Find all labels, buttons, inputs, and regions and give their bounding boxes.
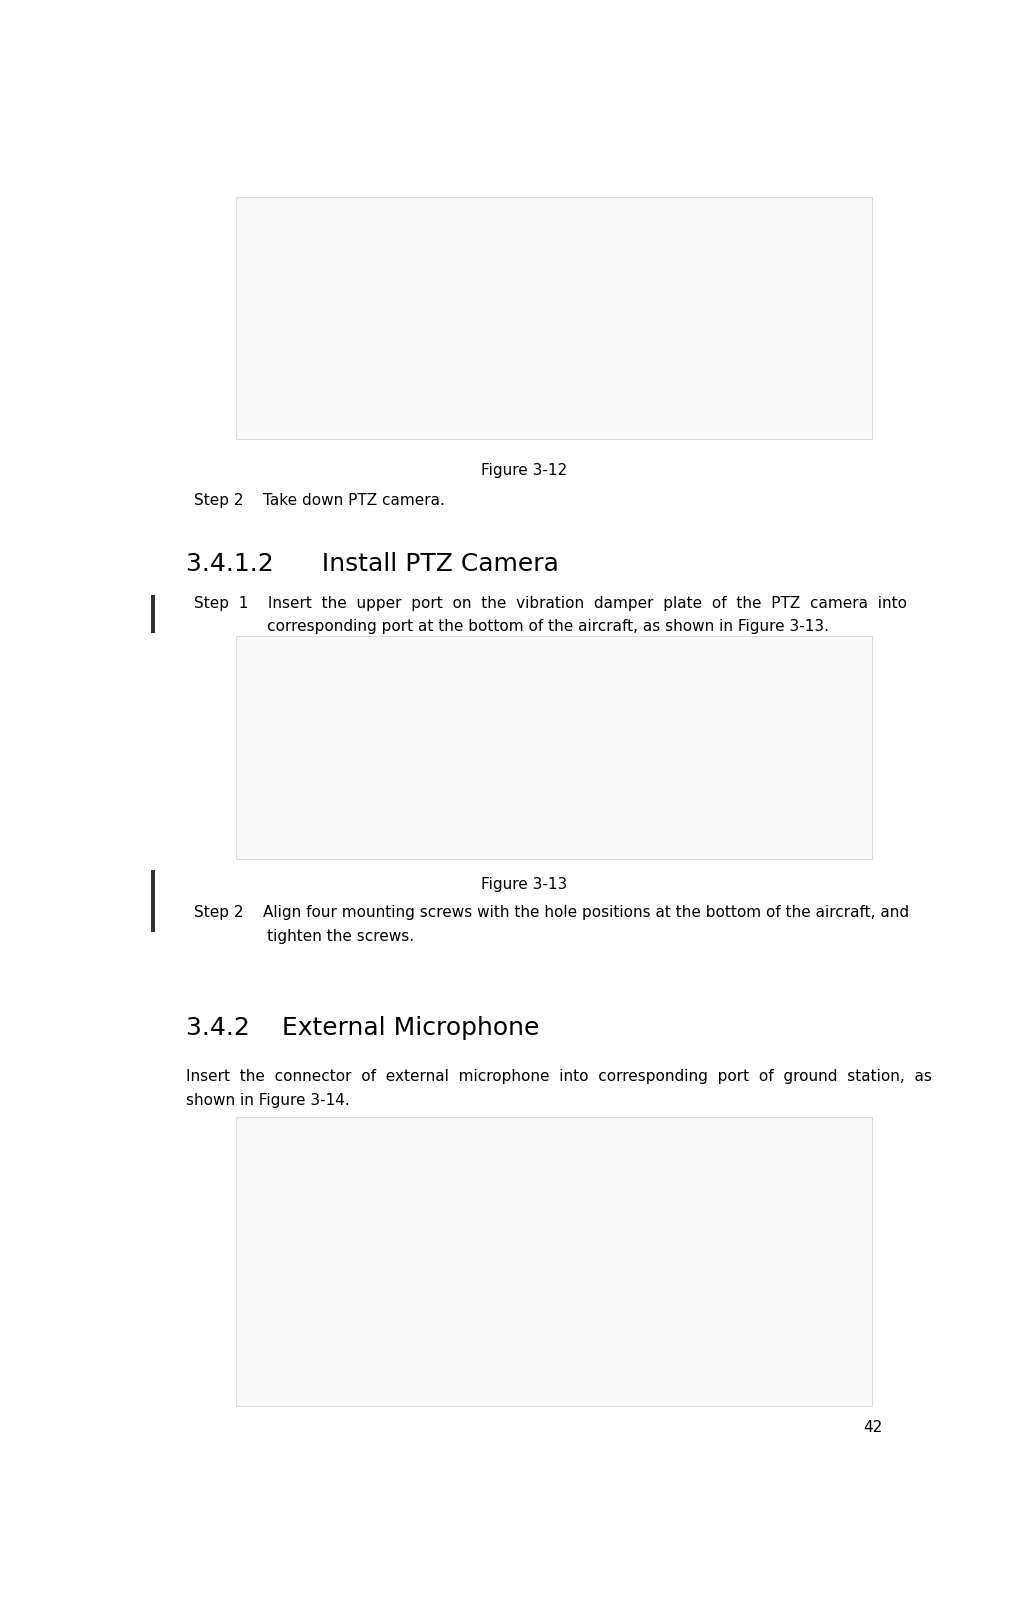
Text: 42: 42 <box>863 1419 882 1433</box>
Text: tighten the screws.: tighten the screws. <box>194 928 414 944</box>
Bar <box>236 1117 872 1406</box>
Text: corresponding port at the bottom of the aircraft, as shown in Figure 3-13.: corresponding port at the bottom of the … <box>194 618 828 633</box>
Text: 3.4.1.2      Install PTZ Camera: 3.4.1.2 Install PTZ Camera <box>186 552 558 576</box>
Bar <box>151 872 155 933</box>
Text: Figure 3-12: Figure 3-12 <box>481 463 567 478</box>
Text: Insert  the  connector  of  external  microphone  into  corresponding  port  of : Insert the connector of external microph… <box>186 1068 931 1083</box>
Text: Step  1    Insert  the  upper  port  on  the  vibration  damper  plate  of  the : Step 1 Insert the upper port on the vibr… <box>194 596 907 610</box>
Text: Figure 3-13: Figure 3-13 <box>481 876 567 891</box>
Bar <box>236 636 872 859</box>
Text: shown in Figure 3-14.: shown in Figure 3-14. <box>186 1093 349 1107</box>
Bar <box>151 596 155 634</box>
Text: 3.4.2    External Microphone: 3.4.2 External Microphone <box>186 1015 539 1039</box>
Text: Step 2    Align four mounting screws with the hole positions at the bottom of th: Step 2 Align four mounting screws with t… <box>194 905 909 920</box>
Bar <box>236 197 872 441</box>
Text: Step 2    Take down PTZ camera.: Step 2 Take down PTZ camera. <box>194 492 444 507</box>
